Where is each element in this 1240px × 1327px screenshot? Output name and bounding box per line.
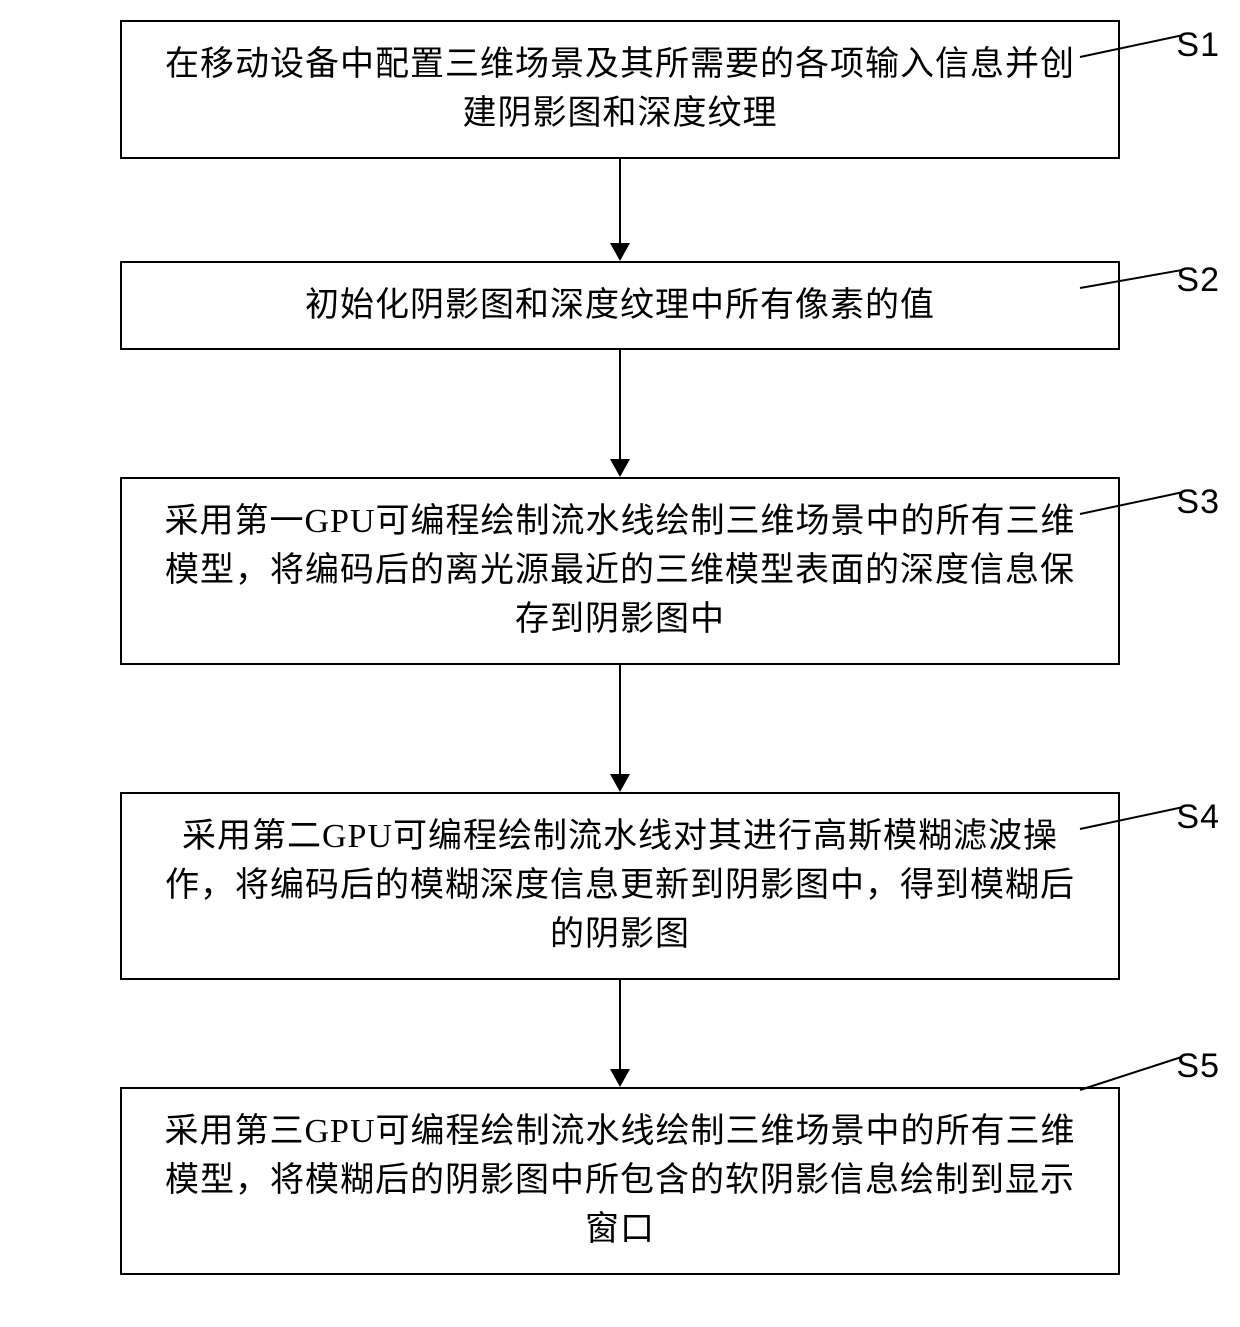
arrow-head-icon bbox=[610, 459, 630, 477]
step-text: 采用第三GPU可编程绘制流水线绘制三维场景中的所有三维模型，将模糊后的阴影图中所… bbox=[152, 1107, 1088, 1255]
arrow-shaft bbox=[619, 350, 621, 460]
step-box-s1: 在移动设备中配置三维场景及其所需要的各项输入信息并创建阴影图和深度纹理 bbox=[120, 20, 1120, 159]
step-box-s3: 采用第一GPU可编程绘制流水线绘制三维场景中的所有三维模型，将编码后的离光源最近… bbox=[120, 477, 1120, 665]
arrow-down-icon bbox=[610, 350, 630, 477]
arrow-shaft bbox=[619, 980, 621, 1070]
arrow-down-icon bbox=[610, 665, 630, 792]
arrow-head-icon bbox=[610, 1069, 630, 1087]
step-box-s5: 采用第三GPU可编程绘制流水线绘制三维场景中的所有三维模型，将模糊后的阴影图中所… bbox=[120, 1087, 1120, 1275]
arrow-head-icon bbox=[610, 243, 630, 261]
step-text: 初始化阴影图和深度纹理中所有像素的值 bbox=[305, 281, 935, 330]
arrow-down-icon bbox=[610, 159, 630, 261]
step-row-s3: 采用第一GPU可编程绘制流水线绘制三维场景中的所有三维模型，将编码后的离光源最近… bbox=[40, 477, 1200, 665]
step-label-s5: S5 bbox=[1176, 1047, 1220, 1086]
arrow-shaft bbox=[619, 665, 621, 775]
step-row-s2: 初始化阴影图和深度纹理中所有像素的值S2 bbox=[40, 261, 1200, 350]
label-connector-line bbox=[1080, 1055, 1183, 1090]
step-text: 采用第一GPU可编程绘制流水线绘制三维场景中的所有三维模型，将编码后的离光源最近… bbox=[152, 497, 1088, 645]
step-text: 在移动设备中配置三维场景及其所需要的各项输入信息并创建阴影图和深度纹理 bbox=[152, 40, 1088, 139]
arrow-down-icon bbox=[610, 980, 630, 1087]
step-label-s1: S1 bbox=[1176, 26, 1220, 65]
step-label-s3: S3 bbox=[1176, 483, 1220, 522]
flowchart-container: 在移动设备中配置三维场景及其所需要的各项输入信息并创建阴影图和深度纹理S1 初始化… bbox=[40, 20, 1200, 1275]
step-row-s1: 在移动设备中配置三维场景及其所需要的各项输入信息并创建阴影图和深度纹理S1 bbox=[40, 20, 1200, 159]
step-box-s2: 初始化阴影图和深度纹理中所有像素的值 bbox=[120, 261, 1120, 350]
step-box-s4: 采用第二GPU可编程绘制流水线对其进行高斯模糊滤波操作，将编码后的模糊深度信息更… bbox=[120, 792, 1120, 980]
step-row-s5: 采用第三GPU可编程绘制流水线绘制三维场景中的所有三维模型，将模糊后的阴影图中所… bbox=[40, 1087, 1200, 1275]
step-row-s4: 采用第二GPU可编程绘制流水线对其进行高斯模糊滤波操作，将编码后的模糊深度信息更… bbox=[40, 792, 1200, 980]
step-label-s4: S4 bbox=[1176, 798, 1220, 837]
arrow-head-icon bbox=[610, 774, 630, 792]
step-text: 采用第二GPU可编程绘制流水线对其进行高斯模糊滤波操作，将编码后的模糊深度信息更… bbox=[152, 812, 1088, 960]
step-label-s2: S2 bbox=[1176, 261, 1220, 300]
arrow-shaft bbox=[619, 159, 621, 244]
